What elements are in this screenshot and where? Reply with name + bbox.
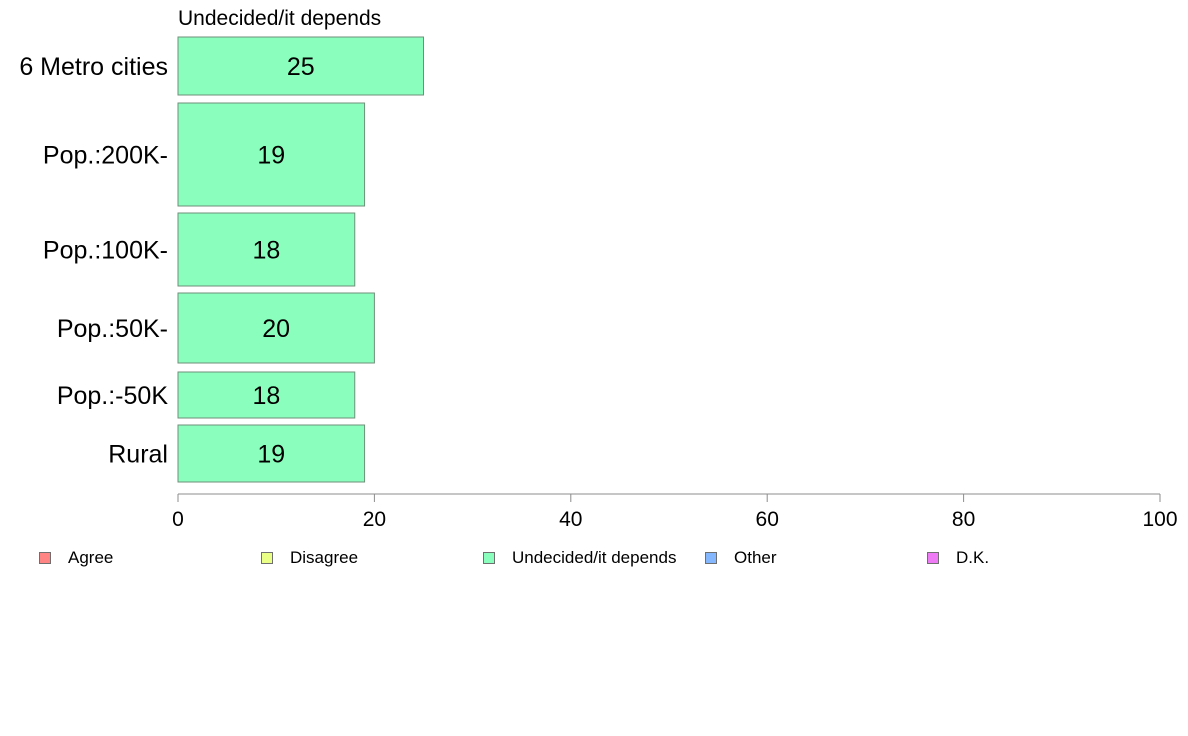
legend-item-agree: Agree: [39, 546, 113, 570]
category-label-pop-200k: Pop.:200K-: [43, 142, 168, 170]
category-label-rural: Rural: [108, 441, 168, 469]
legend-swatch-undecided: [483, 552, 495, 564]
legend-swatch-dk: [927, 552, 939, 564]
legend-item-disagree: Disagree: [261, 546, 358, 570]
bar-pop-50k: [177, 292, 375, 364]
legend-label-agree: Agree: [68, 548, 114, 567]
legend-label-disagree: Disagree: [290, 548, 359, 567]
x-tick-label-20: 20: [363, 508, 386, 531]
x-tick-label-100: 100: [1142, 508, 1177, 531]
data-label-6-metro-cities: 25: [287, 53, 315, 81]
category-label-pop-50k: Pop.:50K-: [57, 315, 168, 343]
legend-swatch-disagree: [261, 552, 273, 564]
legend-label-other: Other: [734, 548, 777, 567]
category-label-pop-100k: Pop.:100K-: [43, 237, 168, 265]
chart-title: Undecided/it depends: [178, 7, 381, 30]
bar-6-metro-cities: [177, 36, 424, 96]
data-label-pop-200k: 19: [257, 142, 285, 170]
x-tick-label-40: 40: [559, 508, 582, 531]
x-axis: 0 20 40 60 80 100: [172, 493, 1178, 531]
bars-group: 25 6 Metro cities 19 Pop.:200K- 18 Pop.:100K-…: [19, 36, 424, 483]
data-label-rural: 19: [257, 441, 285, 469]
x-tick-label-0: 0: [172, 508, 184, 531]
legend-item-other: Other: [705, 546, 777, 570]
legend-item-undecided: Undecided/it depends: [483, 546, 676, 570]
category-label-6-metro-cities: 6 Metro cities: [19, 53, 168, 81]
bar-pop-50k: [177, 371, 356, 419]
category-label-pop-50k: Pop.:-50K: [57, 382, 169, 410]
data-label-pop-50k: 18: [252, 382, 280, 410]
bar-rural: [177, 424, 366, 483]
legend-label-undecided: Undecided/it depends: [512, 548, 677, 567]
bar-pop-100k: [177, 212, 356, 287]
legend-swatch-agree: [39, 552, 51, 564]
legend-swatch-other: [705, 552, 717, 564]
legend-item-dk: D.K.: [927, 546, 989, 570]
bar-pop-200k: [177, 102, 366, 207]
x-tick-label-60: 60: [756, 508, 779, 531]
legend-label-dk: D.K.: [956, 548, 990, 567]
x-tick-label-80: 80: [952, 508, 975, 531]
data-label-pop-50k: 20: [262, 315, 290, 343]
data-label-pop-100k: 18: [252, 237, 280, 265]
legend: Agree Disagree Undecided/it depends Othe…: [0, 546, 1188, 570]
